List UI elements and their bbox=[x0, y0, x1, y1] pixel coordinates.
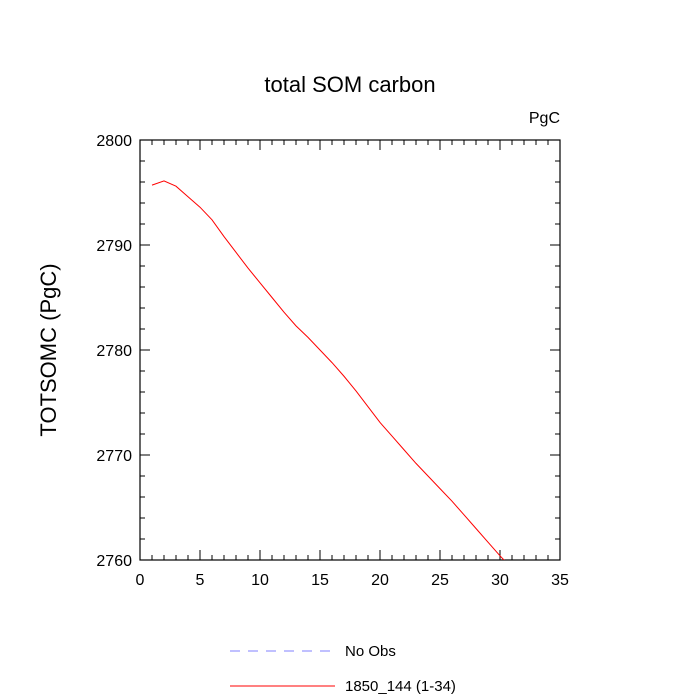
x-tick-label: 15 bbox=[311, 572, 329, 589]
chart-title: total SOM carbon bbox=[264, 72, 435, 97]
legend: No Obs 1850_144 (1-34) bbox=[230, 643, 456, 695]
y-tick-label: 2780 bbox=[96, 343, 132, 360]
y-tick-label: 2760 bbox=[96, 553, 132, 570]
series-line-1 bbox=[151, 180, 505, 560]
y-tick-label: 2790 bbox=[96, 238, 132, 255]
x-tick-label: 25 bbox=[431, 572, 449, 589]
plot-frame bbox=[139, 139, 561, 561]
legend-label: 1850_144 (1-34) bbox=[345, 678, 456, 695]
legend-label: No Obs bbox=[345, 643, 396, 660]
x-tick-label: 10 bbox=[251, 572, 269, 589]
x-tick-label: 35 bbox=[551, 572, 569, 589]
x-tick-label: 5 bbox=[196, 572, 205, 589]
units-label: PgC bbox=[529, 110, 560, 127]
axis-ticks bbox=[139, 139, 561, 561]
plot-lines bbox=[151, 180, 505, 560]
axis-tick-labels: 0 5 10 15 20 25 30 35 2760 2770 2780 2790 2800 bbox=[96, 133, 569, 589]
y-tick-label: 2800 bbox=[96, 133, 132, 150]
x-tick-label: 0 bbox=[136, 572, 145, 589]
x-tick-label: 30 bbox=[491, 572, 509, 589]
y-axis-label: TOTSOMC (PgC) bbox=[36, 263, 61, 436]
x-tick-label: 20 bbox=[371, 572, 389, 589]
y-tick-label: 2770 bbox=[96, 448, 132, 465]
